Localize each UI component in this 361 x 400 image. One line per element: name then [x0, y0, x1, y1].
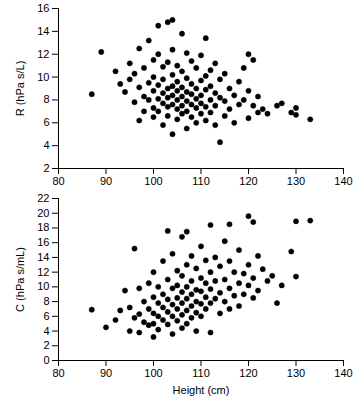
svg-text:80: 80 [52, 175, 64, 187]
svg-text:12: 12 [37, 266, 49, 278]
svg-text:14: 14 [37, 251, 49, 263]
svg-text:8: 8 [43, 93, 49, 105]
svg-text:6: 6 [43, 310, 49, 322]
svg-text:16: 16 [37, 236, 49, 248]
svg-text:130: 130 [287, 175, 305, 187]
svg-text:100: 100 [144, 367, 162, 379]
svg-text:90: 90 [100, 367, 112, 379]
svg-text:18: 18 [37, 221, 49, 233]
svg-text:12: 12 [37, 48, 49, 60]
svg-text:R (hPa s/L): R (hPa s/L) [14, 61, 26, 117]
svg-text:110: 110 [192, 367, 210, 379]
svg-text:2: 2 [43, 162, 49, 174]
svg-text:0: 0 [43, 354, 49, 366]
svg-text:110: 110 [192, 175, 210, 187]
svg-text:140: 140 [334, 175, 352, 187]
svg-text:14: 14 [37, 25, 49, 37]
svg-text:120: 120 [239, 175, 257, 187]
svg-text:22: 22 [37, 192, 49, 204]
svg-text:6: 6 [43, 116, 49, 128]
svg-text:100: 100 [144, 175, 162, 187]
svg-text:80: 80 [52, 367, 64, 379]
svg-text:16: 16 [37, 2, 49, 14]
svg-text:120: 120 [239, 367, 257, 379]
svg-text:10: 10 [37, 280, 49, 292]
svg-text:Height (cm): Height (cm) [173, 384, 230, 396]
svg-text:90: 90 [100, 175, 112, 187]
svg-text:2: 2 [43, 339, 49, 351]
svg-text:20: 20 [37, 207, 49, 219]
svg-text:140: 140 [334, 367, 352, 379]
svg-text:C (hPa s/mL): C (hPa s/mL) [14, 247, 26, 312]
svg-text:10: 10 [37, 71, 49, 83]
svg-text:4: 4 [43, 325, 49, 337]
svg-text:4: 4 [43, 139, 49, 151]
svg-text:8: 8 [43, 295, 49, 307]
svg-text:130: 130 [287, 367, 305, 379]
